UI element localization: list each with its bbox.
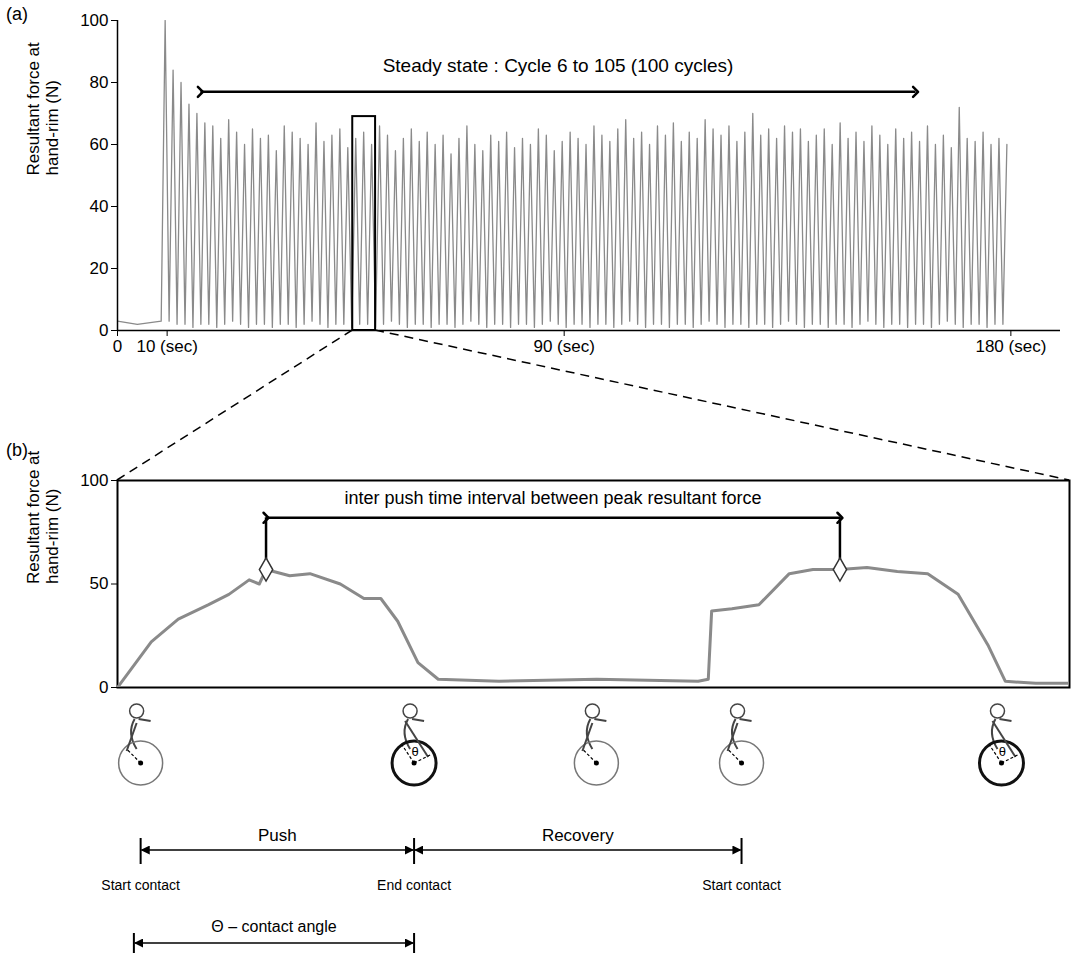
svg-text:60: 60 bbox=[90, 135, 109, 154]
svg-text:θ: θ bbox=[411, 744, 418, 759]
svg-text:0: 0 bbox=[99, 321, 108, 340]
svg-text:0: 0 bbox=[113, 337, 122, 356]
svg-text:50: 50 bbox=[90, 574, 109, 593]
svg-text:100: 100 bbox=[80, 471, 108, 490]
svg-text:100: 100 bbox=[80, 11, 108, 30]
svg-text:10 (sec): 10 (sec) bbox=[136, 337, 197, 356]
svg-text:θ: θ bbox=[999, 744, 1006, 759]
svg-text:Start contact: Start contact bbox=[702, 877, 781, 893]
html-text:(a): (a) bbox=[6, 4, 28, 24]
svg-text:Start contact: Start contact bbox=[101, 877, 180, 893]
svg-text:40: 40 bbox=[90, 197, 109, 216]
svg-text:Push: Push bbox=[258, 826, 297, 845]
html-text:(b): (b) bbox=[6, 440, 28, 460]
svg-text:Θ – contact angle: Θ – contact angle bbox=[211, 918, 337, 935]
svg-text:Resultant force athand-rim (N): Resultant force athand-rim (N) bbox=[24, 450, 62, 584]
svg-text:20: 20 bbox=[90, 259, 109, 278]
svg-text:Resultant force athand-rim (N): Resultant force athand-rim (N) bbox=[24, 42, 62, 176]
svg-text:80: 80 bbox=[90, 73, 109, 92]
svg-text:0: 0 bbox=[99, 678, 108, 697]
svg-text:180 (sec): 180 (sec) bbox=[975, 337, 1046, 356]
svg-text:End contact: End contact bbox=[377, 877, 451, 893]
svg-text:Recovery: Recovery bbox=[542, 826, 614, 845]
svg-text:90 (sec): 90 (sec) bbox=[533, 337, 594, 356]
svg-text:Steady state : Cycle 6 to 105: Steady state : Cycle 6 to 105 (100 cycle… bbox=[383, 55, 734, 76]
svg-text:inter push time interval betwe: inter push time interval between peak re… bbox=[344, 488, 761, 508]
